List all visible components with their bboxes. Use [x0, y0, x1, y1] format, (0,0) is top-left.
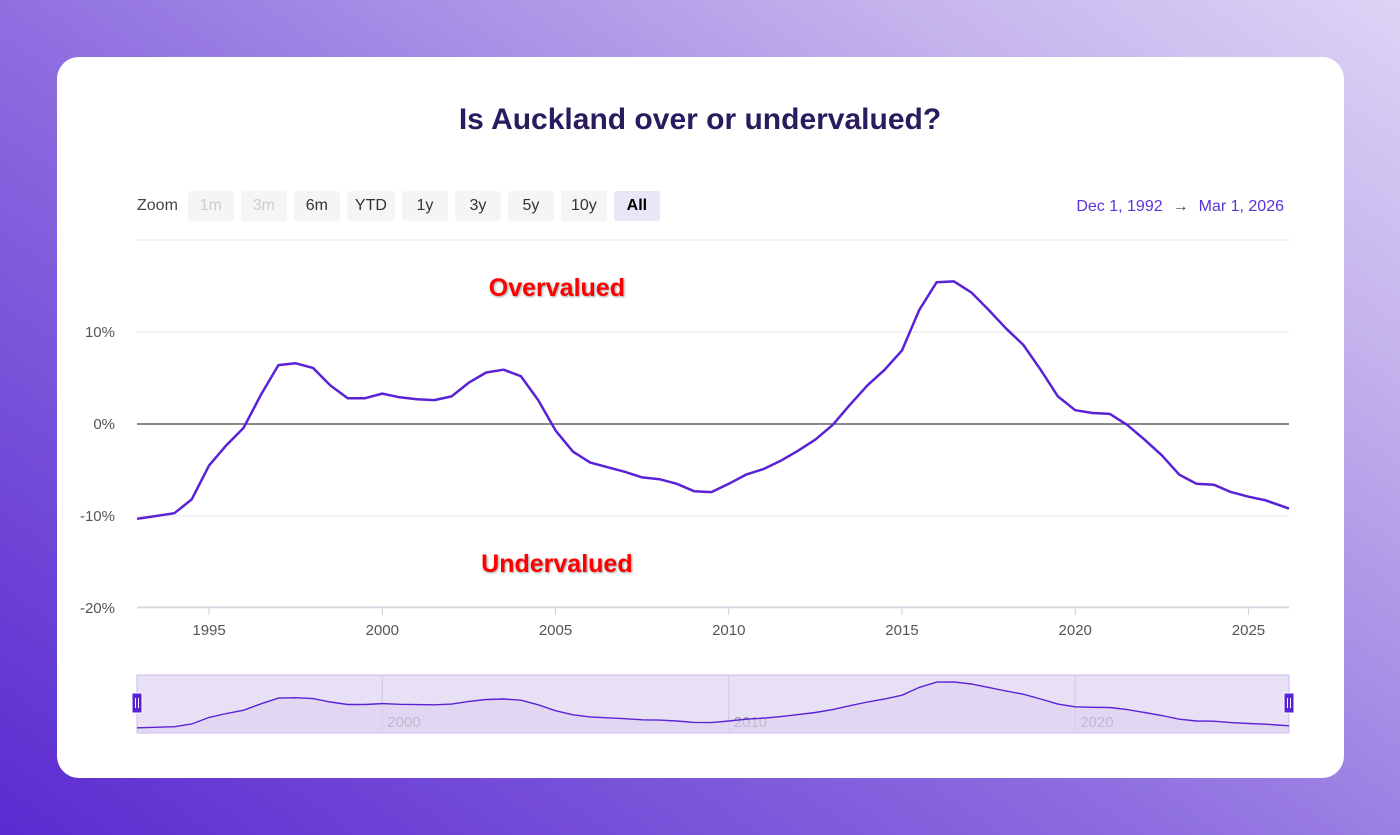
zoom-button-3m[interactable]: 3m	[240, 191, 287, 221]
y-tick-label: -20%	[80, 600, 115, 617]
zoom-controls: Zoom 1m 3m 6m YTD 1y 3y 5y 10y All	[137, 191, 660, 221]
x-tick-label: 2020	[1059, 622, 1092, 639]
zoom-button-all[interactable]: All	[613, 191, 660, 221]
zoom-button-1m[interactable]: 1m	[187, 191, 234, 221]
x-tick-label: 2015	[885, 622, 918, 639]
zoom-button-5y[interactable]: 5y	[507, 191, 554, 221]
series-line	[136, 280, 1290, 521]
x-tick-label: 2005	[539, 622, 572, 639]
y-tick-label: 0%	[93, 416, 115, 433]
x-tick-label: 1995	[192, 622, 225, 639]
range-from[interactable]: Dec 1, 1992	[1076, 198, 1163, 215]
zoom-button-1y[interactable]: 1y	[401, 191, 448, 221]
x-tick-label: 2000	[366, 622, 399, 639]
range-to[interactable]: Mar 1, 2026	[1198, 198, 1284, 215]
navigator-handle-left[interactable]	[131, 692, 143, 714]
zoom-button-ytd[interactable]: YTD	[346, 191, 395, 221]
annotation-undervalued: Undervalued	[481, 550, 632, 578]
navigator-handle-right[interactable]	[1283, 692, 1295, 714]
navigator-line	[136, 681, 1290, 729]
y-tick-label: 10%	[85, 324, 115, 341]
x-tick-label: 2010	[712, 622, 745, 639]
y-tick-label: -10%	[80, 508, 115, 525]
zoom-button-6m[interactable]: 6m	[293, 191, 340, 221]
chart-card	[57, 57, 1344, 778]
zoom-label: Zoom	[137, 197, 178, 214]
chart-title: Is Auckland over or undervalued?	[458, 103, 942, 136]
arrow-icon: →	[1172, 198, 1189, 215]
zoom-button-3y[interactable]: 3y	[454, 191, 501, 221]
date-range: Dec 1, 1992 → Mar 1, 2026	[1076, 198, 1284, 216]
zoom-button-10y[interactable]: 10y	[560, 191, 607, 221]
navigator-area	[137, 681, 1289, 733]
annotation-overvalued: Overvalued	[489, 274, 625, 302]
x-tick-label: 2025	[1232, 622, 1265, 639]
